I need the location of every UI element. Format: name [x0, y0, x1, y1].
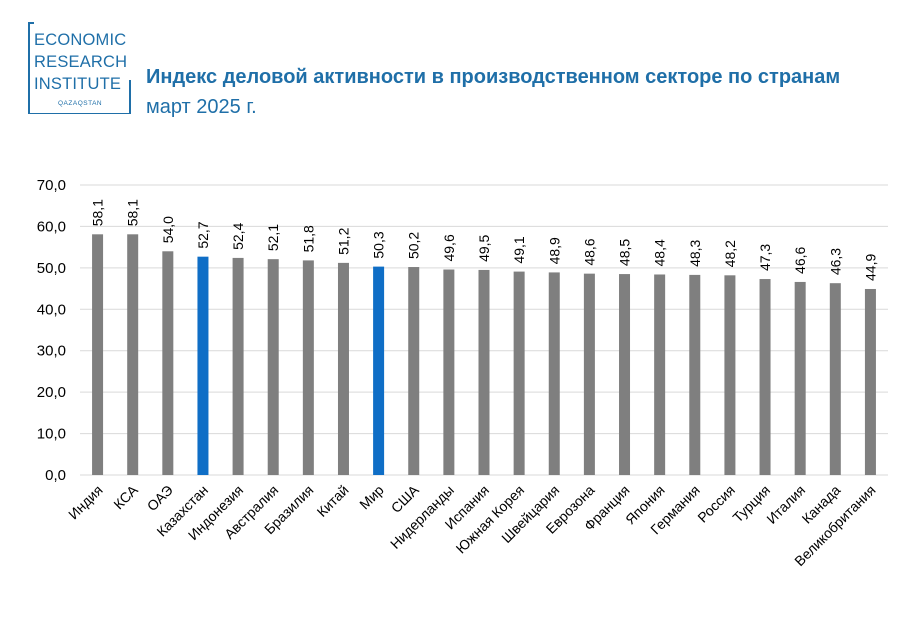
- bar-15: [583, 273, 595, 475]
- value-label: 48,9: [546, 237, 562, 264]
- bar-22: [829, 283, 841, 475]
- logo-frame-top: [28, 22, 34, 24]
- bar-2: [127, 234, 139, 475]
- logo: ECONOMIC RESEARCH INSTITUTE QAZAQSTAN: [28, 22, 132, 114]
- x-tick-label: Индия: [65, 482, 106, 523]
- logo-subtitle: QAZAQSTAN: [58, 100, 103, 107]
- x-tick-label: Китай: [314, 482, 352, 520]
- logo-frame-left: [28, 22, 30, 114]
- value-label: 51,8: [300, 225, 316, 252]
- bar-19: [724, 275, 736, 475]
- bar-7: [302, 260, 314, 475]
- x-axis-ticks: Индия КСА ОАЭКазахстанИндонезияАвстралияБр…: [65, 481, 878, 569]
- logo-line-2: RESEARCH: [34, 53, 128, 71]
- value-label: 46,6: [792, 246, 808, 273]
- bar-16: [619, 274, 631, 475]
- value-label: 46,3: [827, 248, 843, 275]
- value-label: 52,4: [230, 222, 246, 249]
- bar-4: [197, 256, 209, 475]
- chart-title: Индекс деловой активности в производстве…: [146, 66, 841, 88]
- y-tick-label: 60,0: [37, 218, 66, 235]
- bar-9: [373, 266, 385, 475]
- value-label: 48,5: [617, 239, 633, 266]
- x-tick-label: Россия: [694, 482, 738, 526]
- bar-14: [548, 272, 560, 475]
- value-label: 51,2: [335, 227, 351, 254]
- logo-line-3: INSTITUTE: [34, 75, 122, 93]
- value-labels: 58,1 58,1 54,0 52,7 52,4 52,1 51,8 51,2 50,3 50,2…: [90, 199, 879, 281]
- value-label: 50,3: [371, 231, 387, 258]
- y-tick-label: 30,0: [37, 343, 66, 360]
- bar-12: [478, 269, 490, 475]
- y-axis-ticks: 0,0 10,0 20,0 30,0 40,0 50,0 60,0 70,0: [37, 177, 66, 484]
- bar-18: [689, 274, 701, 475]
- y-tick-label: 40,0: [37, 301, 66, 318]
- x-tick-label: Италия: [763, 482, 808, 527]
- value-label: 48,3: [687, 239, 703, 266]
- value-label: 54,0: [160, 216, 176, 243]
- bar-10: [408, 267, 420, 475]
- value-label: 48,2: [722, 240, 738, 267]
- bar-5: [232, 257, 244, 475]
- value-label: 47,3: [757, 244, 773, 271]
- value-label: 52,1: [265, 224, 281, 251]
- y-tick-label: 50,0: [37, 260, 66, 277]
- value-label: 48,4: [652, 239, 668, 266]
- value-label: 49,5: [476, 234, 492, 261]
- bar-17: [654, 274, 666, 475]
- bar-1: [92, 234, 104, 475]
- bar-6: [267, 259, 279, 475]
- x-tick-label: КСА: [110, 481, 141, 512]
- bar-21: [794, 281, 806, 475]
- y-tick-label: 10,0: [37, 426, 66, 443]
- y-tick-label: 20,0: [37, 384, 66, 401]
- bar-20: [759, 279, 771, 475]
- value-label: 52,7: [195, 221, 211, 248]
- value-label: 58,1: [125, 199, 141, 226]
- chart-subtitle: март 2025 г.: [146, 96, 257, 118]
- logo-line-1: ECONOMIC: [34, 31, 127, 49]
- value-label: 49,1: [511, 236, 527, 263]
- logo-frame-bottom: [28, 112, 131, 114]
- bars: [92, 234, 876, 475]
- y-tick-label: 70,0: [37, 177, 66, 194]
- value-label: 58,1: [90, 199, 106, 226]
- value-label: 48,6: [581, 238, 597, 265]
- bar-23: [864, 288, 876, 475]
- x-tick-label: Мир: [356, 482, 387, 513]
- value-label: 50,2: [406, 232, 422, 259]
- logo-frame-right: [129, 80, 131, 114]
- value-label: 49,6: [441, 234, 457, 261]
- bar-3: [162, 251, 174, 475]
- bar-8: [337, 262, 349, 475]
- value-label: 44,9: [862, 254, 878, 281]
- bar-13: [513, 271, 525, 475]
- y-tick-label: 0,0: [45, 467, 66, 484]
- bar-11: [443, 269, 455, 475]
